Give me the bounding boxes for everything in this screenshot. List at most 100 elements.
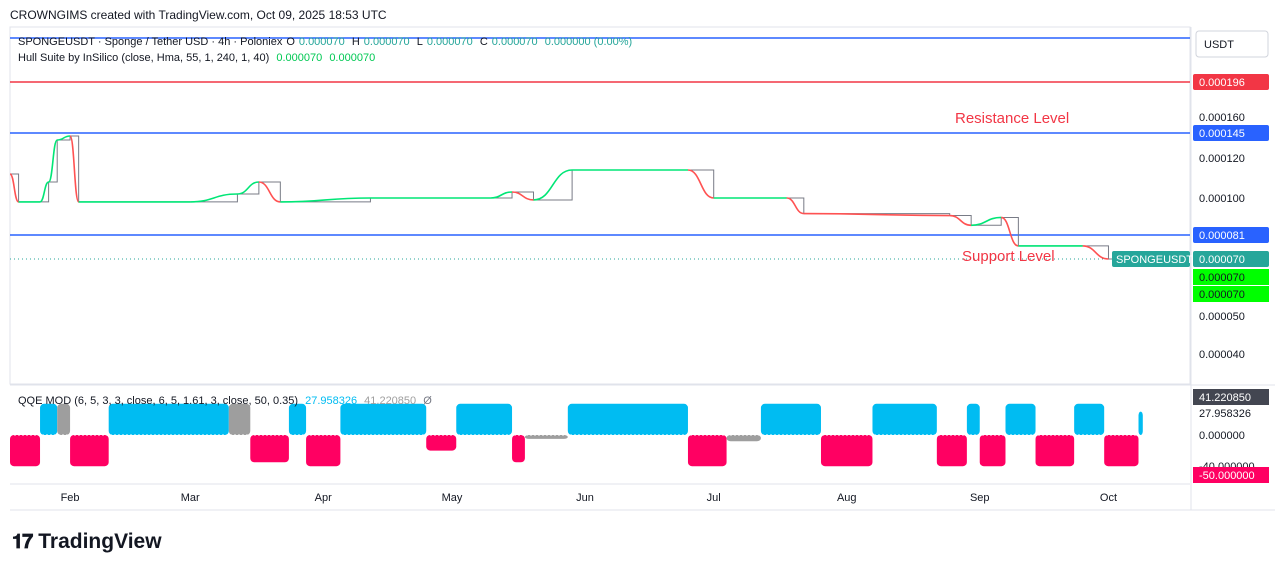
level-price-label: 0.000145 [1199,128,1245,140]
qqe-histogram-bar [524,435,568,439]
time-tick-label: Feb [61,492,80,504]
open-value: 0.000070 [298,36,345,48]
qqe-value-2: 41.220850 [364,395,417,407]
qqe-histogram-bar [1035,435,1075,467]
symbol-description[interactable]: SPONGEUSDT · Sponge / Tether USD · 4h · … [18,36,283,48]
close-value: 0.000070 [491,36,538,48]
hull-suite-segment [511,191,534,201]
qqe-value-1: 27.958326 [305,395,358,407]
qqe-histogram-bar [726,435,761,442]
hull-suite-segment [9,173,20,203]
qqe-histogram-bar [456,403,513,435]
time-tick-label: Sep [970,492,990,504]
hull-suite-segment [1000,216,1019,247]
hull-suite-segment [47,139,58,183]
qqe-tick-label: 27.958326 [1199,408,1251,420]
chart-created-by: CROWNGIMS created with TradingView.com, … [10,8,387,22]
indicator-legend: Hull Suite by InSilico (close, Hma, 55, … [18,52,379,64]
time-tick-label: Oct [1100,492,1117,504]
open-label: O [286,36,295,48]
price-tick-label: 0.000040 [1199,349,1245,361]
hull-suite-segment [490,191,513,199]
brand-name: TradingView [38,530,162,553]
symbol-tag [1112,251,1190,267]
symbol-tag-label: SPONGEUSDT [1116,254,1193,266]
time-tick-label: Mar [181,492,200,504]
indicator-name[interactable]: Hull Suite by InSilico (close, Hma, 55, … [18,52,270,64]
qqe-value-tag [1193,389,1269,405]
hull-suite-segment [57,135,71,141]
time-tick-label: Jul [707,492,721,504]
hull-suite-segment [69,135,80,203]
qqe-histogram-bar [687,435,727,467]
indicator-price-label: 0.000070 [1199,272,1245,284]
price-tick-label: 0.000120 [1199,153,1245,165]
level-price-tag [1193,74,1269,90]
low-value: 0.000070 [426,36,473,48]
currency-selector-box [1195,30,1269,58]
qqe-value-label: 41.220850 [1199,392,1251,404]
main-legend: SPONGEUSDT · Sponge / Tether USD · 4h · … [18,36,636,48]
indicator-value-2: 0.000070 [329,52,376,64]
qqe-histogram-bar [40,403,58,435]
level-price-tag [1193,227,1269,243]
qqe-histogram-bar [966,403,980,435]
close-label: C [479,36,488,48]
qqe-histogram-bar [228,403,251,435]
qqe-histogram-bar [512,435,525,463]
hull-suite-segment [39,181,50,203]
qqe-histogram-bar [108,403,229,435]
hull-suite-segment [949,214,972,227]
hull-suite-segment [190,193,238,203]
hull-suite-segment [786,197,804,215]
qqe-histogram-bar [57,403,71,435]
qqe-histogram-bar [979,435,1006,467]
hull-suite-segment [258,181,281,203]
hull-suite-segment [803,212,950,217]
qqe-histogram-bar [1005,403,1036,435]
qqe-histogram-bar [10,435,41,467]
price-tick-label: 0.000160 [1199,112,1245,124]
change-value: 0.000000 (0.00%) [544,36,633,48]
qqe-histogram-bar [306,435,341,467]
qqe-histogram-bar [340,403,427,435]
price-pane-frame [9,26,1191,385]
indicator-price-tag [1193,269,1269,285]
time-tick-label: May [442,492,463,504]
last-price-label: 0.000070 [1199,254,1245,266]
hull-suite-segment [533,169,573,201]
price-tick-label: 0.000100 [1199,193,1245,205]
time-tick-label: Apr [315,492,332,504]
price-tick-label: 0.000050 [1199,311,1245,323]
qqe-tick-label: 0.000000 [1199,430,1245,442]
hull-suite-segment [1082,245,1109,260]
last-price-tag [1193,251,1269,267]
qqe-value-3: Ø [423,395,432,407]
qqe-histogram-bar [70,435,109,467]
level-price-label: 0.000196 [1199,77,1245,89]
qqe-histogram-bar [1074,403,1105,435]
level-price-tag [1193,125,1269,141]
support-annotation: Support Level [962,248,1055,265]
tradingview-logo-icon: 𝟏𝟕 [12,530,33,553]
tradingview-brand[interactable]: 𝟏𝟕 TradingView [12,530,162,554]
qqe-histogram-bar [872,403,937,435]
time-tick-label: Jun [576,492,594,504]
qqe-name[interactable]: QQE MOD (6, 5, 3, 3, close, 6, 5, 1.61, … [18,395,299,407]
qqe-legend: QQE MOD (6, 5, 3, 3, close, 6, 5, 1.61, … [18,395,436,407]
indicator-price-label: 0.000070 [1199,289,1245,301]
qqe-histogram-bar [288,403,307,435]
indicator-value-1: 0.000070 [276,52,323,64]
low-label: L [416,36,423,48]
hull-suite-segment [687,169,714,199]
qqe-histogram-bar [1104,435,1139,467]
qqe-histogram-bar [426,435,457,451]
qqe-histogram-bar [820,435,873,467]
currency-label: USDT [1204,39,1234,51]
high-label: H [351,36,360,48]
hull-suite-segment [237,181,259,195]
level-price-label: 0.000081 [1199,230,1245,242]
qqe-histogram-bar [936,435,967,467]
hull-suite-segment [280,197,371,203]
